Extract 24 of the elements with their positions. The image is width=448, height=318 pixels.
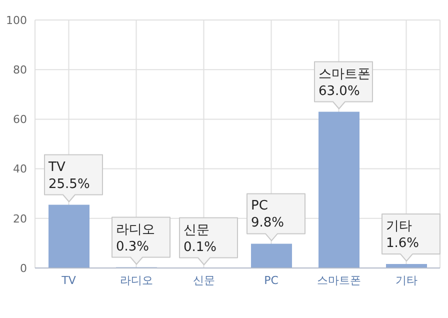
data-label: 63.0% (318, 84, 360, 99)
y-tick-label: 100 (6, 14, 27, 27)
x-tick-label: 스마트폰 (316, 274, 361, 287)
x-tick-label: 기타 (395, 274, 418, 287)
data-label: 0.3% (116, 239, 150, 254)
x-tick-label: TV (60, 274, 76, 287)
y-tick-label: 0 (20, 262, 27, 275)
category-label: 기타 (386, 219, 412, 234)
y-tick-label: 40 (13, 162, 27, 176)
data-label: 0.1% (184, 240, 217, 255)
category-label: 신문 (184, 222, 210, 238)
x-tick-label: PC (264, 274, 279, 287)
y-tick-label: 80 (13, 64, 27, 77)
category-label: TV (48, 160, 66, 175)
y-tick-label: 20 (13, 212, 27, 226)
category-label: PC (251, 198, 268, 214)
y-tick-label: 60 (13, 113, 27, 126)
x-tick-label: 라디오 (120, 274, 153, 287)
data-label: 1.6% (386, 236, 420, 252)
category-label: 라디오 (116, 222, 155, 238)
data-label: 9.8% (251, 216, 284, 231)
x-tick-label: 신문 (192, 274, 215, 287)
data-label: 25.5% (48, 176, 90, 192)
category-label: 스마트폰 (318, 66, 370, 82)
